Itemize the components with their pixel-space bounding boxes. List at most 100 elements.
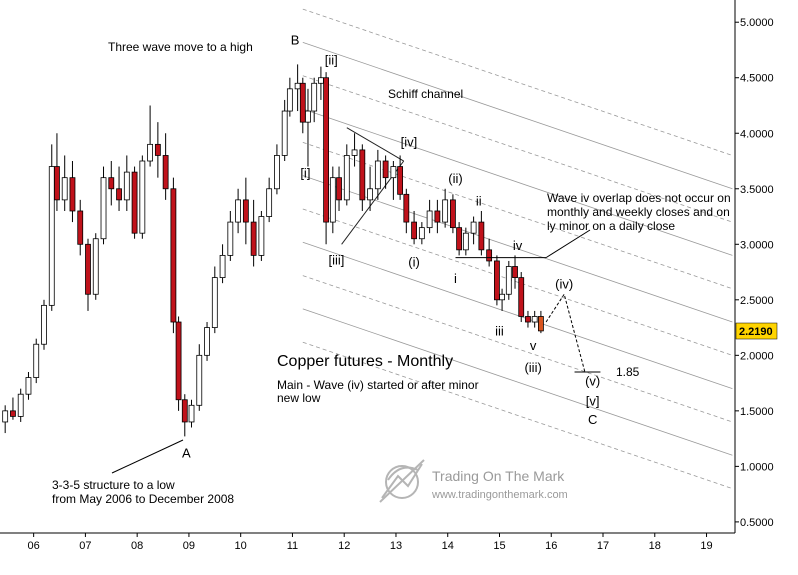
wave-label: C xyxy=(588,412,597,427)
candle-body xyxy=(48,166,55,306)
x-tick-label: 11 xyxy=(287,540,298,552)
wave-label: iii xyxy=(495,323,504,338)
candle-body xyxy=(17,393,24,417)
candle-body xyxy=(235,199,241,223)
chart-title: Copper futures - Monthly xyxy=(277,353,453,370)
candle-body xyxy=(442,199,449,223)
chart-subtitle: Main - Wave (iv) started or after minor … xyxy=(277,378,482,405)
channel-line xyxy=(302,308,733,456)
candle-body xyxy=(54,166,60,201)
watermark-url: www.tradingonthemark.com xyxy=(431,489,568,501)
candle-body xyxy=(219,254,226,279)
channel-line xyxy=(302,75,733,223)
candle-body xyxy=(403,193,410,223)
candle-body xyxy=(318,77,324,84)
candle-body xyxy=(343,155,350,201)
annotation-3-3-5: 3-3-5 structure to a low from May 2006 t… xyxy=(52,478,234,506)
candle-body xyxy=(329,177,336,223)
wave-label: (iii) xyxy=(524,360,541,375)
wave-label: [i] xyxy=(300,166,310,181)
wave-label: ii xyxy=(476,193,482,208)
wave-label: A xyxy=(182,445,191,460)
candle-body xyxy=(462,232,469,251)
y-tick-label: 4.5000 xyxy=(740,73,774,85)
candle-body xyxy=(274,155,280,190)
wave-label: (v) xyxy=(585,373,600,388)
logo-icon xyxy=(379,459,425,503)
channel-line xyxy=(302,8,733,156)
candle-body xyxy=(123,171,130,201)
candle-body xyxy=(2,410,9,423)
candle-body xyxy=(450,199,456,229)
candle-body xyxy=(266,188,273,217)
candle-body xyxy=(250,221,257,256)
candle-body xyxy=(281,110,288,156)
y-tick-label: 2.0000 xyxy=(740,350,774,362)
candles xyxy=(2,64,544,437)
candle-body xyxy=(175,321,182,401)
watermark-brand: Trading On The Mark xyxy=(432,468,565,484)
candle-body xyxy=(286,88,293,112)
wave-label: (iv) xyxy=(555,277,573,292)
y-tick-label: 1.5000 xyxy=(740,406,774,418)
candle-body xyxy=(196,354,203,406)
candle-body xyxy=(211,277,218,328)
candle-body xyxy=(242,199,249,223)
y-tick-label: 5.0000 xyxy=(740,17,774,29)
wave-label: [iv] xyxy=(401,135,418,150)
wave-label: (i) xyxy=(408,255,420,270)
structure-callout-line xyxy=(111,439,184,474)
x-tick-label: 10 xyxy=(235,540,247,552)
y-tick-label: 4.0000 xyxy=(740,128,774,140)
annotations: 1.85 A B C [i] [ii] [iii] [iv] [v] (i) (ii) (iii) (i… xyxy=(111,32,640,474)
y-tick-label: 2.5000 xyxy=(740,295,774,307)
candle-body xyxy=(367,188,373,201)
candle-body xyxy=(397,166,404,195)
candle-body xyxy=(382,160,389,179)
target-label: 1.85 xyxy=(616,365,640,379)
candle-body xyxy=(494,260,500,301)
x-tick-label: 18 xyxy=(649,540,661,552)
candle-body xyxy=(181,399,188,423)
candle-body xyxy=(116,188,122,201)
candle-body xyxy=(499,293,505,301)
candle-body xyxy=(305,110,311,123)
candle-body xyxy=(505,266,512,295)
last-price-tag xyxy=(735,322,778,340)
channel-line xyxy=(302,42,733,190)
x-tick-label: 17 xyxy=(597,540,609,552)
channel-line xyxy=(302,108,733,256)
x-tick-label: 14 xyxy=(442,540,454,552)
candle-body xyxy=(336,177,342,201)
candle-body xyxy=(131,171,138,234)
x-tick-label: 19 xyxy=(700,540,712,552)
x-tick-label: 09 xyxy=(183,540,195,552)
projection-path xyxy=(545,293,586,373)
channel-line xyxy=(302,141,733,290)
channel-line xyxy=(302,341,733,489)
wave-label: (ii) xyxy=(448,171,462,186)
annotation-schiff-channel: Schiff channel xyxy=(388,87,463,101)
candle-body xyxy=(294,82,301,90)
candle-body xyxy=(299,82,306,123)
y-tick-label: 3.0000 xyxy=(740,239,774,251)
candle-body xyxy=(418,227,425,240)
x-tick-label: 15 xyxy=(493,540,505,552)
candle-body xyxy=(426,210,433,229)
triangle-upper-line xyxy=(346,127,404,162)
annotation-three-wave: Three wave move to a high xyxy=(108,40,253,54)
y-tick-label: 3.5000 xyxy=(740,184,774,196)
x-tick-label: 06 xyxy=(28,540,40,552)
candle-body xyxy=(531,316,538,323)
candle-body xyxy=(100,177,107,240)
y-tick-label: 0.5000 xyxy=(740,517,774,529)
candle-body xyxy=(390,166,397,179)
channel-line xyxy=(302,275,733,423)
x-tick-label: 12 xyxy=(338,540,350,552)
candle-body xyxy=(10,410,16,417)
x-tick-label: 16 xyxy=(545,540,557,552)
candle-body xyxy=(25,377,32,395)
x-tick-label: 08 xyxy=(131,540,143,552)
